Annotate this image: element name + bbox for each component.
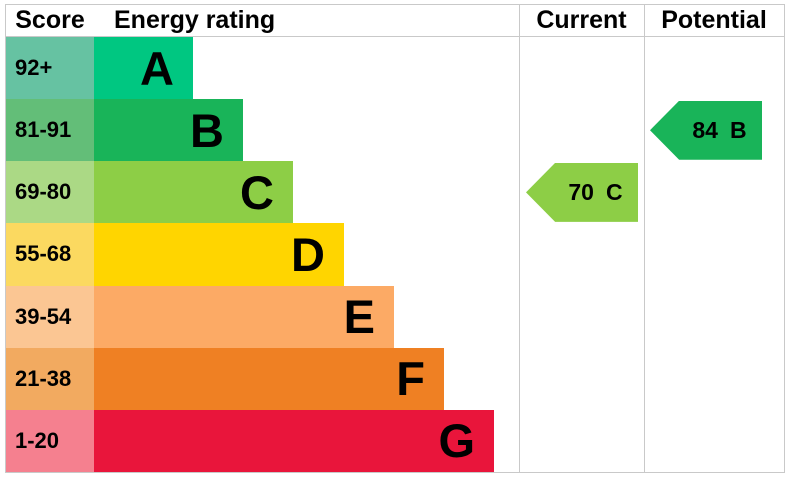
score-range-f: 21-38 — [6, 347, 94, 410]
band-bar-d: D — [94, 223, 344, 286]
band-letter-d: D — [291, 227, 325, 281]
band-bar-c: C — [94, 161, 293, 224]
band-row-f: 21-38 F — [6, 347, 784, 410]
header-score: Score — [15, 6, 85, 34]
band-letter-e: E — [343, 290, 375, 344]
band-letter-f: F — [396, 352, 425, 406]
score-range-b: 81-91 — [6, 99, 94, 162]
band-row-c: 69-80 C — [6, 161, 784, 224]
current-rating-value: 70 — [568, 178, 594, 205]
band-letter-b: B — [190, 103, 224, 157]
band-row-d: 55-68 D — [6, 223, 784, 286]
score-range-c: 69-80 — [6, 161, 94, 224]
header-energy-rating: Energy rating — [114, 6, 276, 34]
band-bar-g: G — [94, 409, 494, 472]
column-divider-potential — [644, 5, 645, 472]
potential-rating-value: 84 — [692, 116, 718, 143]
chart-header-row: Score Energy rating Current Potential — [6, 5, 784, 37]
score-range-e: 39-54 — [6, 285, 94, 348]
band-bar-a: A — [94, 37, 193, 100]
band-row-e: 39-54 E — [6, 285, 784, 348]
score-range-a: 92+ — [6, 37, 94, 100]
band-rows: 92+ A 81-91 B 69-80 C 55-68 D 39-54 — [6, 37, 784, 472]
header-current: Current — [536, 6, 627, 34]
potential-rating-letter: B — [729, 116, 747, 143]
band-bar-b: B — [94, 99, 243, 162]
score-range-d: 55-68 — [6, 223, 94, 286]
band-letter-c: C — [240, 165, 274, 219]
band-letter-a: A — [140, 41, 174, 95]
band-letter-g: G — [438, 414, 475, 468]
band-row-a: 92+ A — [6, 37, 784, 100]
band-row-b: 81-91 B — [6, 99, 784, 162]
column-divider-current — [519, 5, 520, 472]
header-potential: Potential — [661, 6, 767, 34]
score-range-g: 1-20 — [6, 409, 94, 472]
current-rating-letter: C — [605, 178, 623, 205]
band-row-g: 1-20 G — [6, 409, 784, 472]
band-bar-f: F — [94, 347, 444, 410]
chart-table: Score Energy rating Current Potential 92… — [5, 4, 785, 473]
band-bar-e: E — [94, 285, 394, 348]
